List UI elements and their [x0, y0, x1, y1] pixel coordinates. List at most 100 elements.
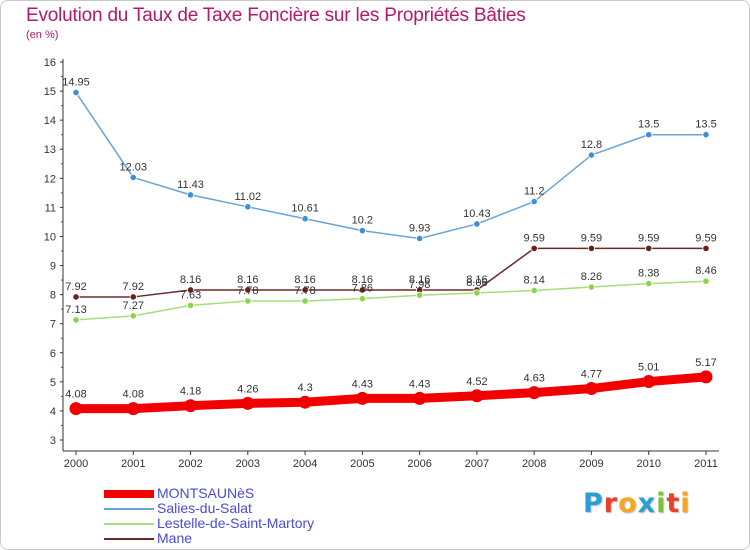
data-label-mane: 9.59 [523, 232, 544, 244]
series-line-lestelle-de-saint-martory [75, 280, 707, 321]
data-label-montsaun-s: 4.08 [123, 389, 144, 401]
x-tick-label: 2010 [636, 458, 660, 470]
data-label-lestelle-de-saint-martory: 7.13 [65, 304, 86, 316]
data-point-mane [530, 244, 538, 252]
data-point-montsaun-s [584, 382, 598, 396]
data-point-mane [244, 286, 252, 294]
data-point-mane [72, 293, 80, 301]
y-tick-label: 4 [50, 406, 56, 418]
series-line-salies-du-salat [75, 91, 707, 240]
data-label-lestelle-de-saint-martory: 8.26 [581, 271, 602, 283]
data-point-mane [587, 244, 596, 252]
data-label-lestelle-de-saint-martory: 7.86 [352, 283, 373, 295]
y-tick-label: 13 [44, 144, 56, 156]
legend-swatch-lestelle [104, 522, 154, 525]
legend-swatch-salies [104, 507, 154, 510]
data-label-montsaun-s: 4.77 [581, 369, 602, 381]
data-label-salies-du-salat: 13.5 [695, 119, 716, 131]
y-tick-label: 6 [50, 348, 56, 360]
data-label-montsaun-s: 4.52 [466, 376, 487, 388]
data-point-montsaun-s [298, 395, 312, 409]
y-tick-label: 15 [44, 86, 56, 98]
data-point-lestelle-de-saint-martory [702, 277, 710, 285]
data-point-montsaun-s [642, 375, 656, 389]
series-line-mane [75, 247, 707, 298]
data-label-mane: 8.16 [409, 274, 430, 286]
x-tick-label: 2009 [579, 458, 603, 470]
data-label-montsaun-s: 5.17 [695, 357, 716, 369]
legend-swatch-montsaunes [104, 489, 154, 498]
proxiti-logo: Proxiti [583, 488, 691, 519]
data-point-montsaun-s [69, 402, 83, 416]
data-point-salies-du-salat [129, 173, 137, 182]
data-label-montsaun-s: 4.43 [352, 378, 373, 390]
data-point-mane [702, 244, 710, 252]
data-label-mane: 9.59 [695, 232, 716, 244]
data-point-lestelle-de-saint-martory [301, 297, 309, 305]
x-tick-label: 2008 [522, 458, 546, 470]
y-tick-label: 11 [45, 202, 56, 214]
data-point-mane [129, 293, 137, 301]
data-label-mane: 9.59 [581, 232, 602, 244]
data-point-salies-du-salat [358, 227, 366, 235]
y-tick-label: 3 [50, 435, 56, 447]
legend: MONTSAUNèS Salies-du-Salat Lestelle-de-S… [104, 486, 314, 546]
x-tick-label: 2003 [236, 458, 260, 470]
data-label-mane: 8.16 [466, 274, 487, 286]
data-label-mane: 8.16 [180, 274, 201, 286]
legend-item-lestelle: Lestelle-de-Saint-Martory [104, 516, 314, 531]
y-tick-label: 7 [50, 319, 56, 331]
logo-letter: P [583, 488, 604, 519]
data-point-salies-du-salat [186, 191, 195, 199]
data-label-salies-du-salat: 11.02 [234, 191, 261, 203]
x-tick-label: 2007 [465, 458, 489, 470]
data-point-salies-du-salat [72, 88, 80, 97]
data-point-salies-du-salat [416, 234, 424, 243]
x-tick-label: 2000 [64, 458, 88, 470]
data-label-montsaun-s: 4.08 [65, 389, 86, 401]
x-tick-label: 2004 [293, 458, 317, 470]
data-point-montsaun-s [527, 386, 541, 400]
data-point-lestelle-de-saint-martory [530, 286, 538, 295]
data-point-salies-du-salat [473, 220, 481, 228]
data-point-montsaun-s [126, 402, 140, 416]
logo-letter: i [680, 488, 691, 519]
data-point-lestelle-de-saint-martory [129, 312, 137, 320]
data-label-lestelle-de-saint-martory: 7.98 [409, 279, 430, 291]
data-label-salies-du-salat: 10.2 [352, 215, 373, 227]
legend-label-mane: Mane [157, 530, 193, 546]
unit-label: (en %) [26, 29, 59, 41]
data-label-mane: 8.16 [352, 274, 373, 286]
data-point-salies-du-salat [244, 203, 252, 211]
y-tick-label: 10 [44, 231, 56, 243]
data-label-salies-du-salat: 10.43 [463, 208, 491, 220]
data-label-salies-du-salat: 13.5 [638, 119, 659, 131]
data-point-lestelle-de-saint-martory [645, 279, 653, 288]
data-point-lestelle-de-saint-martory [473, 289, 481, 297]
data-label-lestelle-de-saint-martory: 8.38 [638, 268, 659, 280]
data-point-mane [301, 286, 309, 294]
data-point-montsaun-s [699, 370, 713, 384]
data-point-salies-du-salat [702, 131, 710, 139]
data-label-salies-du-salat: 11.43 [177, 179, 204, 191]
data-label-mane: 8.16 [237, 274, 258, 286]
legend-label-lestelle: Lestelle-de-Saint-Martory [157, 515, 315, 531]
data-label-salies-du-salat: 12.03 [120, 161, 148, 173]
data-point-lestelle-de-saint-martory [244, 297, 252, 305]
data-point-mane [645, 244, 653, 252]
data-point-montsaun-s [241, 396, 255, 410]
data-label-montsaun-s: 4.43 [409, 378, 430, 390]
y-tick-label: 14 [44, 115, 56, 127]
logo-letter: i [656, 488, 667, 519]
y-tick-label: 12 [44, 173, 56, 185]
data-label-lestelle-de-saint-martory: 7.78 [237, 285, 258, 297]
data-label-salies-du-salat: 12.8 [581, 139, 602, 151]
data-label-mane: 7.92 [123, 281, 144, 293]
y-tick-label: 16 [44, 57, 56, 69]
x-tick-label: 2006 [407, 458, 431, 470]
data-point-salies-du-salat [530, 197, 538, 206]
data-point-montsaun-s [184, 399, 198, 413]
legend-label-salies: Salies-du-Salat [157, 500, 252, 516]
logo-letter: o [618, 488, 638, 519]
y-tick-label: 9 [50, 261, 56, 273]
